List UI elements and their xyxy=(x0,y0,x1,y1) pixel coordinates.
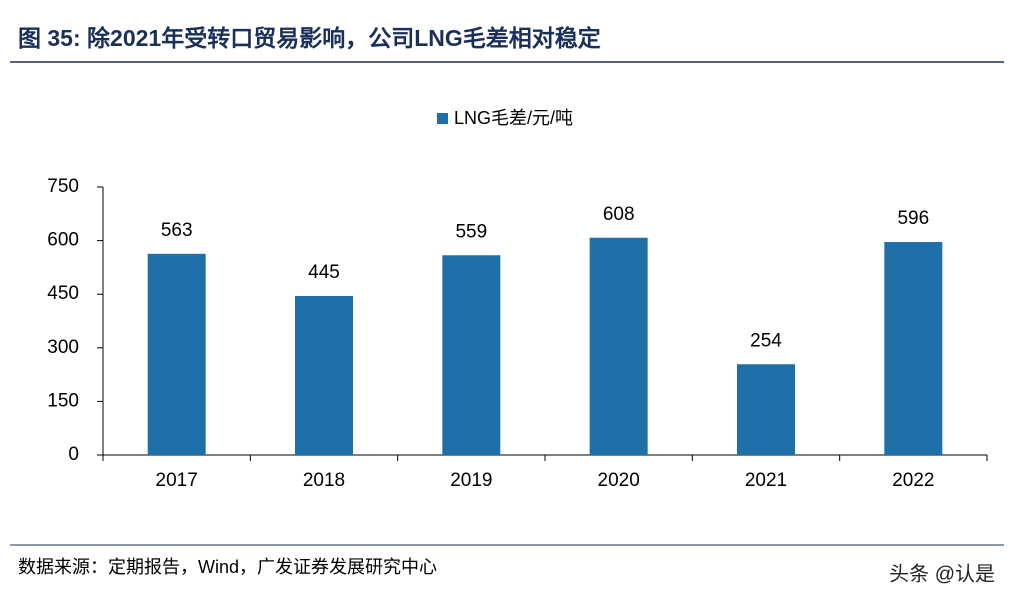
legend-label: LNG毛差/元/吨 xyxy=(454,108,573,128)
source: 数据来源：定期报告，Wind，广发证券发展研究中心 xyxy=(18,557,437,577)
y-tick-label: 300 xyxy=(47,337,79,358)
y-tick-label: 0 xyxy=(68,444,79,465)
y-tick-label: 750 xyxy=(47,176,79,197)
bar xyxy=(737,364,795,455)
x-tick-label: 2021 xyxy=(745,470,787,491)
bar xyxy=(589,237,648,455)
bar xyxy=(884,242,943,455)
value-label: 596 xyxy=(897,208,929,229)
value-label: 563 xyxy=(161,220,193,241)
bar xyxy=(295,295,353,455)
x-tick-label: 2020 xyxy=(598,470,640,491)
x-tick-label: 2022 xyxy=(892,470,934,491)
value-label: 559 xyxy=(455,221,487,242)
y-tick-label: 150 xyxy=(47,390,79,411)
y-tick-label: 600 xyxy=(47,230,79,251)
x-tick-label: 2019 xyxy=(450,470,492,491)
chart-title: 图 35: 除2021年受转口贸易影响，公司LNG毛差相对稳定 xyxy=(18,25,601,51)
x-tick-label: 2018 xyxy=(303,470,345,491)
watermark: 头条 @认是 xyxy=(889,562,995,585)
bar xyxy=(147,253,206,455)
legend-swatch xyxy=(437,113,448,124)
x-tick-label: 2017 xyxy=(156,470,198,491)
value-label: 608 xyxy=(603,204,635,225)
y-tick-label: 450 xyxy=(47,283,79,304)
value-label: 445 xyxy=(308,262,340,283)
bar xyxy=(442,255,501,455)
value-label: 254 xyxy=(750,330,782,351)
